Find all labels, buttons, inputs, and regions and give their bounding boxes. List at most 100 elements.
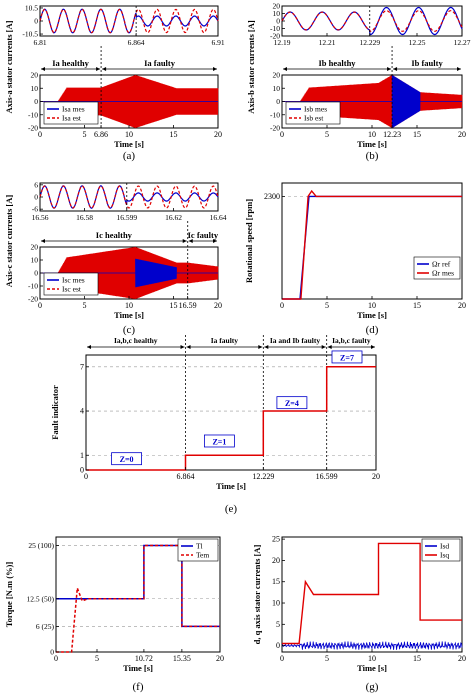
main-y-label: 10 xyxy=(31,84,39,93)
region-label-healthy: Ic healthy xyxy=(96,230,133,240)
panel-caption: (f) xyxy=(133,681,144,693)
zoom-y-label: 20 xyxy=(273,2,281,11)
legend-label: Isb mes xyxy=(304,105,327,114)
speed-mes-trace xyxy=(282,189,462,300)
zoom-y-label: -20 xyxy=(270,32,280,41)
fault-y-label: 4 xyxy=(80,407,84,416)
x-axis-title: Time [s] xyxy=(216,481,246,491)
region-arrow-healthy-head-left xyxy=(41,239,45,243)
speed-x-label: 10 xyxy=(368,301,376,310)
fault-y-label: 1 xyxy=(80,451,84,460)
fault-y-label: 7 xyxy=(80,362,84,371)
panel-caption: (c) xyxy=(123,324,136,336)
zoom-est-trace xyxy=(39,185,219,209)
zoom-y-label: 10 xyxy=(273,9,281,18)
fault-region-arrow-head-right xyxy=(371,345,375,349)
main-x-label: 15 xyxy=(170,130,178,139)
dq-y-label: 5 xyxy=(276,620,280,629)
zoom-y-label: 10.5 xyxy=(25,3,38,12)
zoom-x-label: 16.56 xyxy=(32,213,49,222)
region-arrow-faulty-head-left xyxy=(188,239,193,243)
panel-caption: (d) xyxy=(366,324,379,336)
main-x-label: 16.59 xyxy=(179,301,197,310)
legend-label: Isc mes xyxy=(62,276,85,285)
region-label-faulty: Ic faulty xyxy=(188,230,219,240)
torque-x-label: 0 xyxy=(54,654,58,663)
main-y-label: 20 xyxy=(31,71,39,80)
fault-region-label: Ia faulty xyxy=(211,336,239,345)
torque-y-label: 25 (100) xyxy=(28,541,54,550)
zoom-x-label: 12.25 xyxy=(409,38,426,47)
main-y-label: 10 xyxy=(31,256,39,265)
speed-x-label: 15 xyxy=(413,301,421,310)
zoom-frame-a xyxy=(39,5,219,37)
main-x-label: 6.86 xyxy=(94,130,108,139)
x-axis-title: Time [s] xyxy=(357,310,387,320)
zoom-est-trace xyxy=(281,10,463,32)
main-x-label: 20 xyxy=(214,301,222,310)
y-axis-title: Rotational speed [rpm] xyxy=(244,199,254,283)
zoom-y-label: 6 xyxy=(34,180,38,189)
region-label-faulty: Ib faulty xyxy=(411,58,443,68)
y-axis-title: Torque [N.m (%)] xyxy=(4,562,14,628)
region-label-healthy: Ib healthy xyxy=(318,58,356,68)
main-y-label: 0 xyxy=(34,269,38,278)
y-axis-title: d, q axis stator currents [A] xyxy=(252,544,262,644)
dq-x-label: 10 xyxy=(368,654,376,663)
main-x-label: 0 xyxy=(38,130,42,139)
fault-x-label: 6.864 xyxy=(177,472,195,481)
zoom-x-label: 16.58 xyxy=(76,213,93,222)
zoom-y-label: -10 xyxy=(270,24,280,33)
legend-label: Isa est xyxy=(62,114,82,123)
main-x-label: 10 xyxy=(125,130,133,139)
z-value-box xyxy=(111,452,142,466)
region-label-faulty: Ia faulty xyxy=(144,58,176,68)
zoom-x-label: 16.599 xyxy=(116,213,137,222)
main-mes-envelope xyxy=(391,74,421,128)
region-arrow-faulty-head-left xyxy=(393,67,398,71)
main-y-label: 0 xyxy=(276,97,280,106)
torque-em-trace xyxy=(56,544,220,653)
dq-legend-label: Isd xyxy=(440,542,449,551)
region-arrow-faulty-head-left xyxy=(102,67,107,71)
main-x-label: 10 xyxy=(368,130,376,139)
fault-region-arrow-head-left xyxy=(186,345,191,349)
main-y-label: 10 xyxy=(273,84,281,93)
speed-legend-label: Ωr ref xyxy=(432,260,451,269)
main-x-label: 5 xyxy=(83,301,87,310)
zoom-x-label: 16.64 xyxy=(210,213,227,222)
region-arrow-healthy-head-left xyxy=(41,67,45,71)
zoom-y-label: -10.5 xyxy=(22,30,38,39)
speed-x-label: 20 xyxy=(458,301,466,310)
dq-x-label: 20 xyxy=(458,654,466,663)
zoom-x-label: 12.21 xyxy=(319,38,336,47)
y-axis-title: Axis-c stator currents [A] xyxy=(4,195,14,288)
panel-caption: (a) xyxy=(123,150,136,162)
fault-region-arrow-head-right xyxy=(180,345,185,349)
zoom-mes-trace xyxy=(39,8,219,34)
main-x-label: 20 xyxy=(458,130,466,139)
speed-legend-label: Ωr mes xyxy=(432,269,454,278)
zoom-y-label: 0 xyxy=(34,17,38,26)
fault-region-arrow-head-left xyxy=(264,345,269,349)
main-x-label: 5 xyxy=(83,130,87,139)
speed-x-label: 5 xyxy=(325,301,329,310)
fault-region-arrow-head-right xyxy=(258,345,263,349)
main-x-label: 20 xyxy=(214,130,222,139)
z-value-box xyxy=(276,396,308,410)
main-x-label: 5 xyxy=(325,130,329,139)
z-value-label: Z=4 xyxy=(285,399,299,408)
zoom-x-label: 6.864 xyxy=(128,38,145,47)
legend-label: Isb est xyxy=(304,114,324,123)
main-y-label: -20 xyxy=(28,295,38,304)
zoom-frame-c xyxy=(39,182,219,212)
zoom-x-label: 6.91 xyxy=(211,38,224,47)
main-x-label: 0 xyxy=(280,130,284,139)
zoom-est-trace xyxy=(39,8,219,34)
zoom-x-label: 12.19 xyxy=(274,38,291,47)
region-arrow-faulty-head-right xyxy=(457,67,461,71)
zoom-y-label: 0 xyxy=(34,193,38,202)
region-arrow-healthy-head-left xyxy=(283,67,287,71)
fault-x-label: 16.599 xyxy=(316,472,338,481)
zoom-y-label: -6 xyxy=(32,205,38,214)
